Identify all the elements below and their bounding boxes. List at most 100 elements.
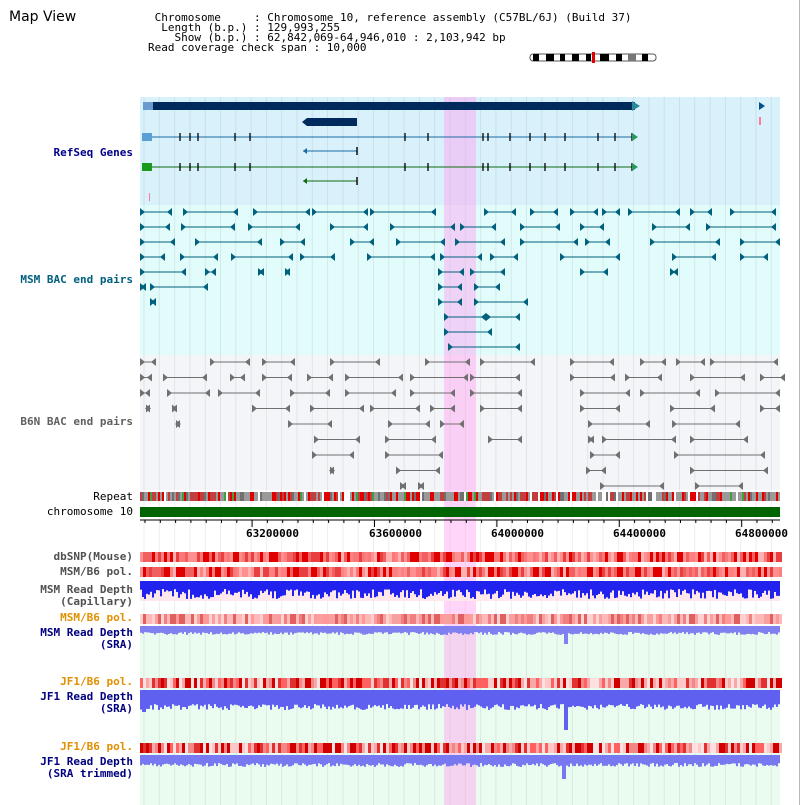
read-depth-bar (684, 755, 686, 764)
read-depth-bar (350, 755, 352, 767)
dbsnp-label[interactable]: dbSNP(Mouse) (53, 550, 133, 563)
heatmap-cell (749, 567, 752, 577)
b6n-bac-label[interactable]: B6N BAC end pairs (20, 415, 133, 428)
read-depth-tracks[interactable] (140, 581, 780, 779)
read-depth-bar (706, 690, 708, 705)
msm-bac-pair-end (605, 238, 610, 246)
read-depth-bar (478, 690, 480, 706)
read-depth-bar (152, 626, 154, 634)
read-depth-bar (150, 581, 152, 592)
read-depth-bar (582, 581, 584, 594)
heatmap-cell (722, 678, 725, 688)
heatmap-cell (731, 614, 734, 624)
msm-b6-pol-sra-label[interactable]: MSM/B6 pol. (60, 611, 133, 624)
repeat-segment (750, 492, 752, 501)
heatmap-cell (302, 552, 305, 562)
heatmap-cell (479, 567, 482, 577)
repeat-segment (428, 492, 430, 501)
read-depth-bar (262, 626, 264, 633)
read-depth-bar (530, 755, 532, 766)
read-depth-bar (652, 626, 654, 635)
msm-bac-pair-end (711, 253, 716, 261)
refseq-genes-label[interactable]: RefSeq Genes (53, 146, 133, 159)
read-depth-bar (370, 581, 372, 598)
heatmap-cell (440, 614, 443, 624)
repeat-segment (486, 492, 488, 501)
heatmap-cell (398, 567, 401, 577)
heatmap-cell (254, 614, 257, 624)
heatmap-cell (368, 567, 371, 577)
read-depth-bar (600, 581, 602, 592)
msm-b6-pol-label[interactable]: MSM/B6 pol. (60, 565, 133, 578)
heatmap-cell (398, 552, 401, 562)
heatmap-cell (191, 552, 194, 562)
heatmap-cell (263, 552, 266, 562)
heatmap-cell (530, 552, 533, 562)
heatmap-cell (170, 678, 173, 688)
jf1-b6-pol-trimmed-label[interactable]: JF1/B6 pol. (60, 740, 133, 753)
jf1-read-depth-trimmed-label[interactable]: JF1 Read Depth (40, 755, 133, 768)
read-depth-bar (308, 626, 310, 634)
heatmap-cell (641, 614, 644, 624)
heatmap-cell (569, 614, 572, 624)
read-depth-bar (158, 690, 160, 710)
read-depth-bar (380, 581, 382, 593)
heatmap-cell (509, 678, 512, 688)
chromosome-bar[interactable] (140, 507, 780, 517)
read-depth-bar (190, 755, 192, 766)
heatmap-cell (188, 743, 191, 753)
heatmap-cell (395, 567, 398, 577)
heatmap-cell (758, 678, 761, 688)
repeat-segment (230, 492, 232, 501)
read-depth-bar (418, 626, 420, 635)
msm-bac-pair-end (330, 223, 335, 231)
read-depth-bar (364, 690, 366, 710)
read-depth-bar (342, 581, 344, 594)
refseq-gene-track[interactable] (142, 101, 765, 201)
msm-read-depth-capillary-label[interactable]: MSM Read Depth (40, 583, 133, 596)
read-depth-bar (332, 690, 334, 707)
repeat-segment (266, 492, 268, 501)
heatmap-cell (539, 678, 542, 688)
b6n-bac-pair-end (145, 404, 150, 413)
read-depth-bar (342, 755, 344, 765)
jf1-read-depth-sra-label[interactable]: JF1 Read Depth (40, 690, 133, 703)
heatmap-tracks[interactable] (140, 552, 782, 753)
heatmap-cell (350, 614, 353, 624)
heatmap-cell (314, 567, 317, 577)
read-depth-bar (768, 581, 770, 591)
repeat-segment (502, 492, 504, 501)
chromosome-ideogram[interactable] (528, 51, 660, 65)
read-depth-bar (202, 690, 204, 707)
heatmap-cell (638, 743, 641, 753)
repeat-segment (754, 492, 756, 501)
read-depth-bar (714, 581, 716, 590)
heatmap-cell (773, 743, 776, 753)
read-depth-bar (760, 626, 762, 633)
msm-read-depth-sra-label[interactable]: MSM Read Depth (40, 626, 133, 639)
read-depth-bar (490, 581, 492, 599)
read-depth-bar (538, 690, 540, 708)
heatmap-cell (383, 743, 386, 753)
heatmap-cell (215, 567, 218, 577)
read-depth-bar (208, 626, 210, 634)
read-depth-bar (362, 626, 364, 635)
read-depth-bar (140, 755, 142, 766)
msm-bac-label[interactable]: MSM BAC end pairs (20, 273, 133, 286)
read-depth-bar (604, 581, 606, 599)
read-depth-bar (582, 755, 584, 767)
msm-bac-pair-end (363, 208, 368, 216)
repeat-segment (692, 492, 694, 501)
read-depth-bar (734, 690, 736, 709)
read-depth-bar (646, 626, 648, 635)
repeat-track[interactable] (140, 492, 780, 501)
heatmap-cell (215, 678, 218, 688)
msm-bac-pair-end (500, 238, 505, 246)
read-depth-bar (562, 690, 564, 705)
read-depth-bar (304, 690, 306, 706)
heatmap-cell (206, 614, 209, 624)
msm-bac-track[interactable] (140, 208, 780, 351)
jf1-b6-pol-label[interactable]: JF1/B6 pol. (60, 675, 133, 688)
b6n-bac-track[interactable] (140, 358, 785, 490)
read-depth-bar (340, 755, 342, 764)
